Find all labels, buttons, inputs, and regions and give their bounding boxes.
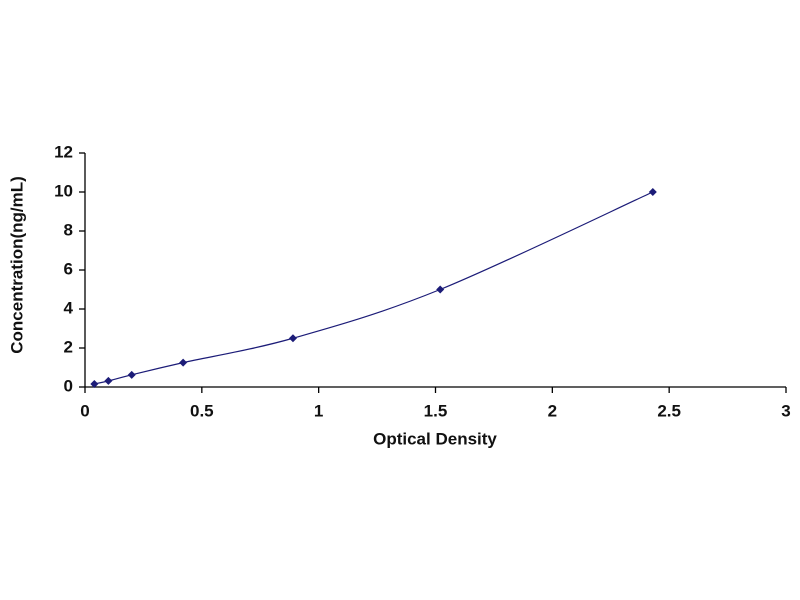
data-point bbox=[104, 376, 113, 385]
y-tick-label: 10 bbox=[54, 181, 73, 200]
curve bbox=[94, 191, 654, 385]
y-tick-label: 12 bbox=[54, 142, 73, 161]
x-axis-title: Optical Density bbox=[373, 429, 497, 448]
x-tick-label: 0 bbox=[80, 401, 89, 420]
x-tick-label: 2.5 bbox=[657, 401, 681, 420]
y-tick-label: 2 bbox=[64, 337, 73, 356]
x-tick-label: 3 bbox=[781, 401, 790, 420]
y-axis-title: Concentration(ng/mL) bbox=[7, 176, 26, 354]
y-tick-label: 8 bbox=[64, 220, 73, 239]
x-tick-label: 1.5 bbox=[424, 401, 448, 420]
data-point bbox=[179, 358, 188, 367]
y-tick-label: 4 bbox=[64, 298, 74, 317]
data-point bbox=[127, 370, 136, 379]
data-point bbox=[436, 285, 445, 294]
x-tick-label: 2 bbox=[548, 401, 557, 420]
y-tick-label: 0 bbox=[64, 376, 73, 395]
x-tick-label: 0.5 bbox=[190, 401, 214, 420]
x-tick-label: 1 bbox=[314, 401, 323, 420]
data-point bbox=[288, 334, 297, 343]
data-point bbox=[90, 379, 99, 388]
data-point bbox=[648, 188, 657, 196]
y-tick-label: 6 bbox=[64, 259, 73, 278]
